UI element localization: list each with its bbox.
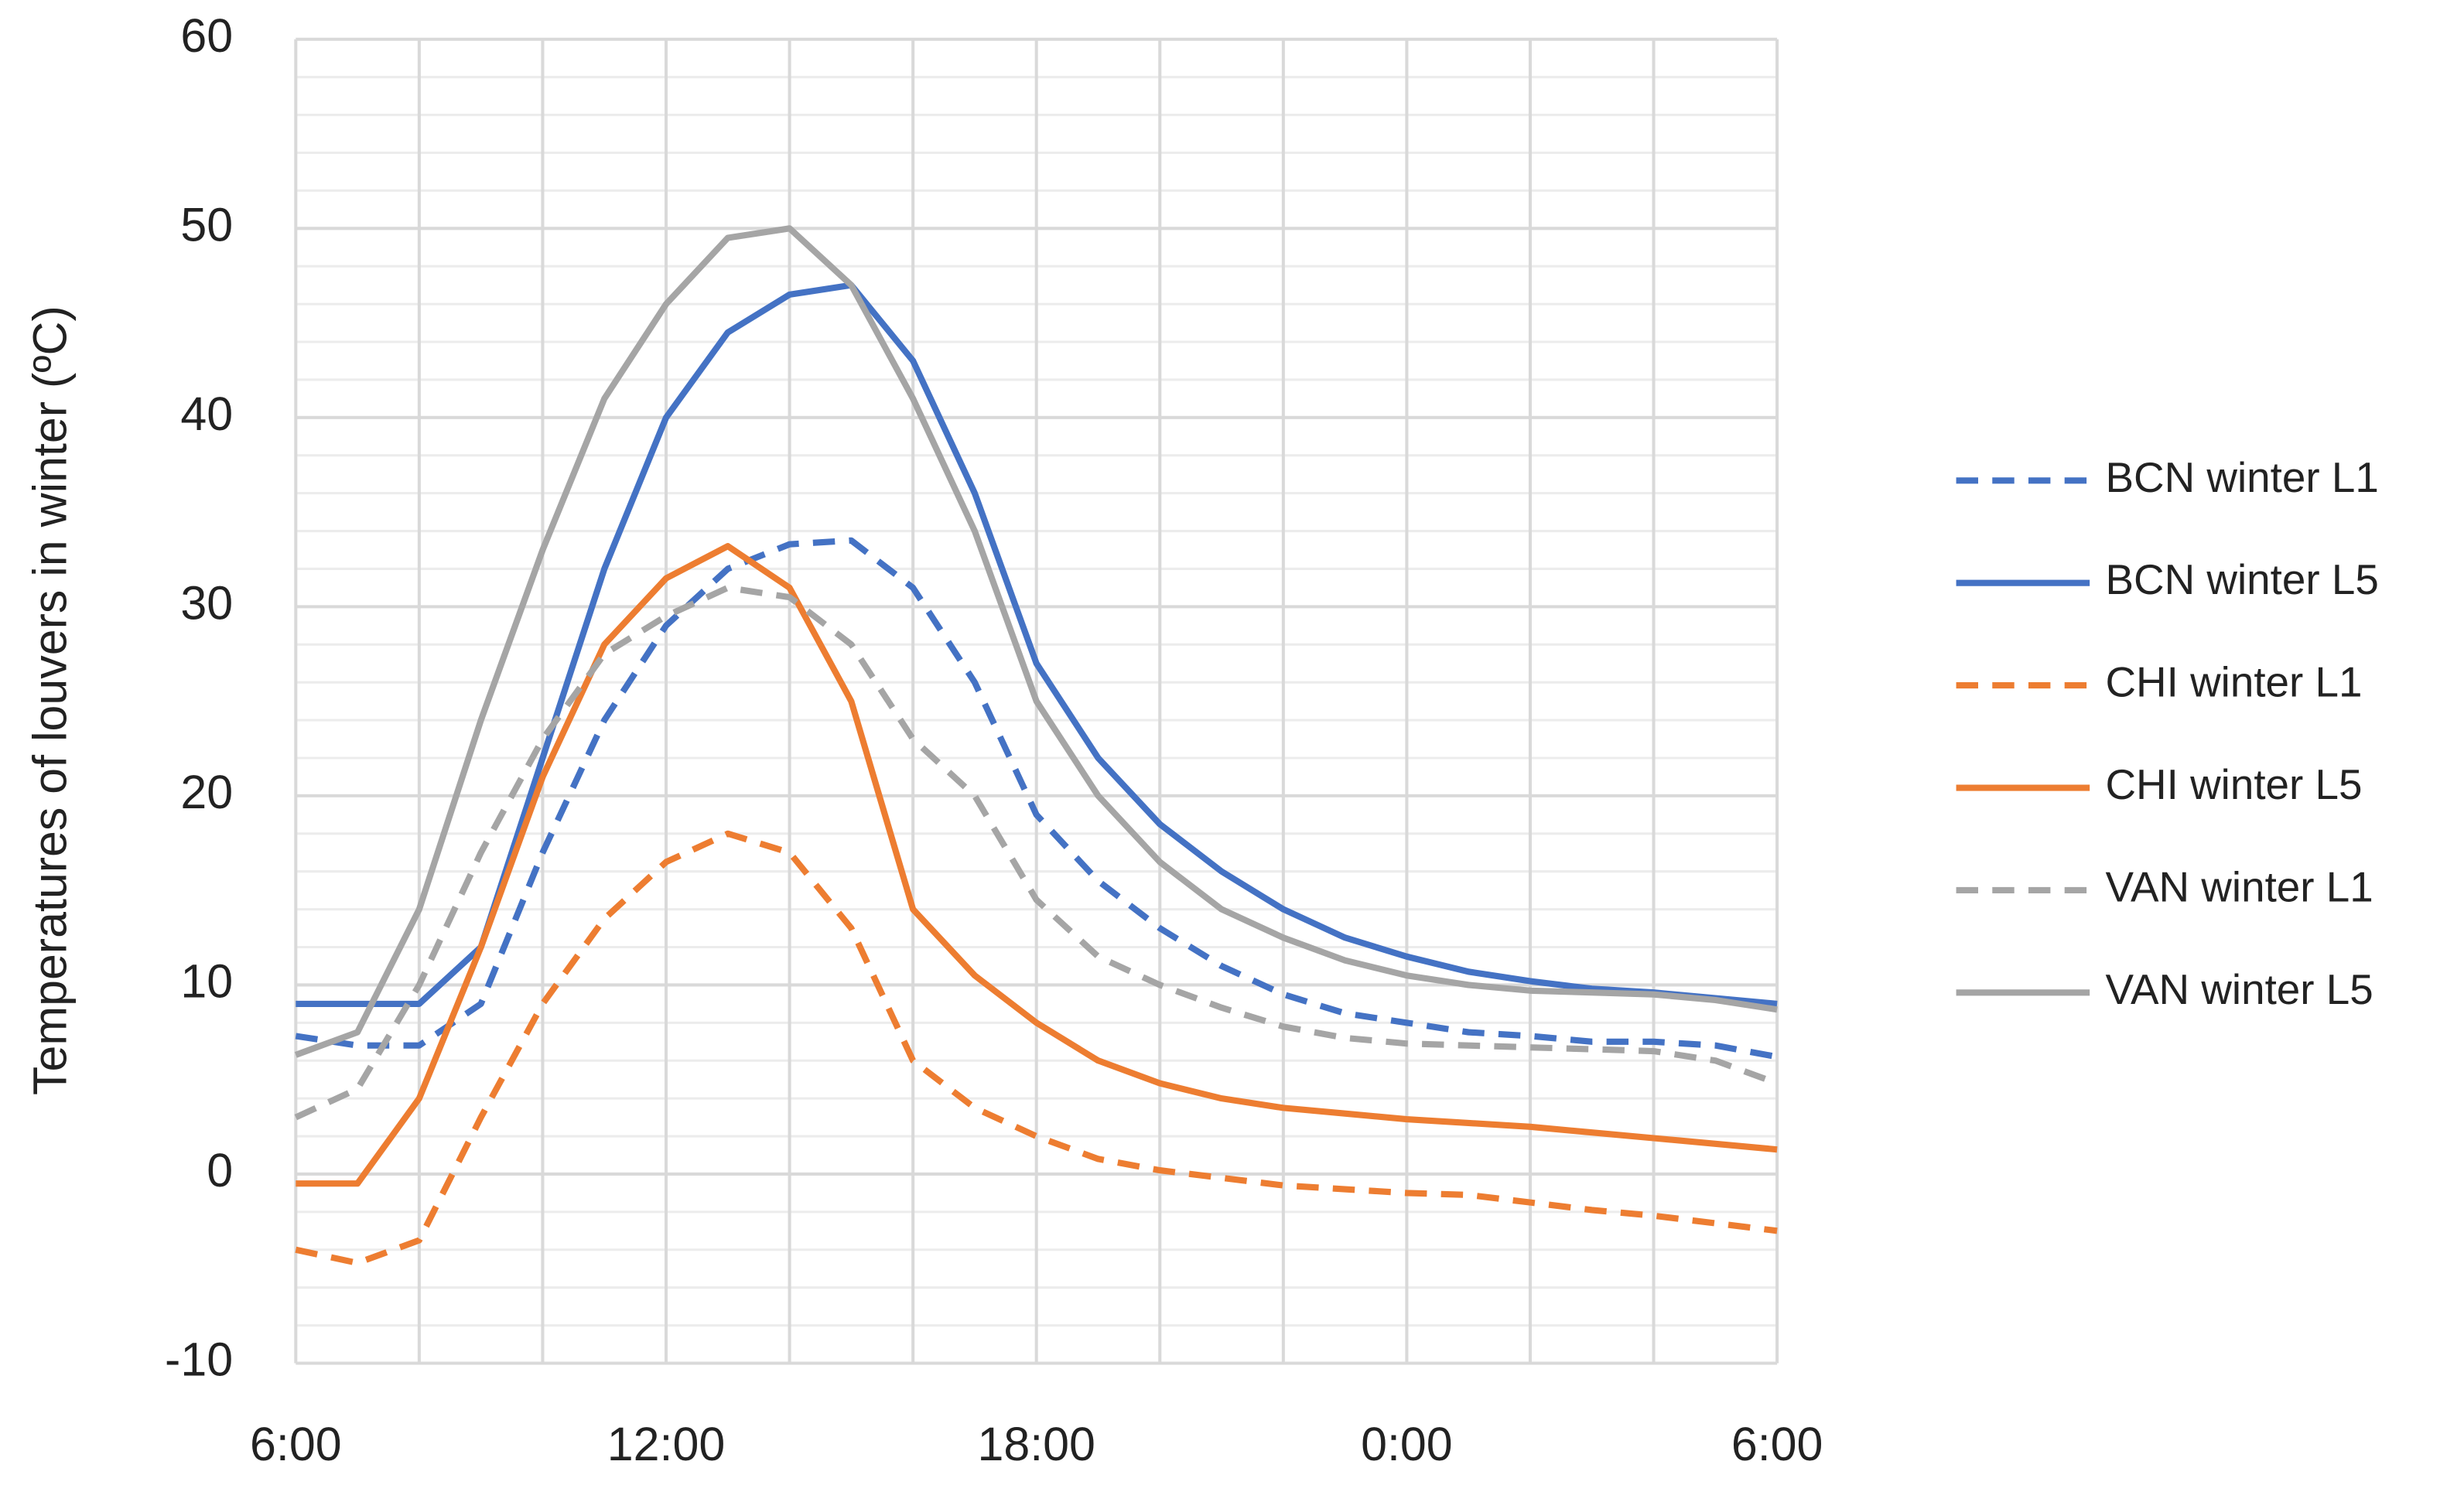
legend-label: VAN winter L5 bbox=[2105, 965, 2373, 1013]
series-line bbox=[296, 282, 1778, 1007]
series-line bbox=[295, 830, 1778, 1266]
legend-label: CHI winter L5 bbox=[2105, 760, 2362, 808]
y-tick-label: 20 bbox=[180, 766, 233, 818]
legend-label: BCN winter L1 bbox=[2105, 453, 2378, 501]
legend-label: VAN winter L1 bbox=[2105, 862, 2373, 910]
y-tick-label: 30 bbox=[180, 576, 233, 629]
series-line bbox=[294, 584, 1779, 1121]
y-tick-label: 0 bbox=[207, 1144, 233, 1197]
x-tick-label: 18:00 bbox=[977, 1418, 1095, 1470]
series-line bbox=[296, 543, 1778, 1187]
series-line bbox=[295, 537, 1778, 1060]
series-line bbox=[294, 225, 1778, 1058]
legend-label: CHI winter L1 bbox=[2105, 658, 2362, 706]
y-tick-label: 50 bbox=[180, 198, 233, 251]
x-tick-label: 6:00 bbox=[1731, 1418, 1823, 1470]
y-tick-label: 40 bbox=[180, 388, 233, 440]
y-tick-label: 60 bbox=[180, 9, 233, 62]
x-tick-label: 0:00 bbox=[1361, 1418, 1453, 1470]
legend-label: BCN winter L5 bbox=[2105, 555, 2378, 603]
y-tick-label: -10 bbox=[165, 1333, 233, 1386]
x-tick-label: 12:00 bbox=[607, 1418, 725, 1470]
y-tick-label: 10 bbox=[180, 955, 233, 1008]
x-tick-label: 6:00 bbox=[250, 1418, 342, 1470]
y-axis-label: Temperatures of louvers in winter (ºC) bbox=[24, 306, 77, 1095]
